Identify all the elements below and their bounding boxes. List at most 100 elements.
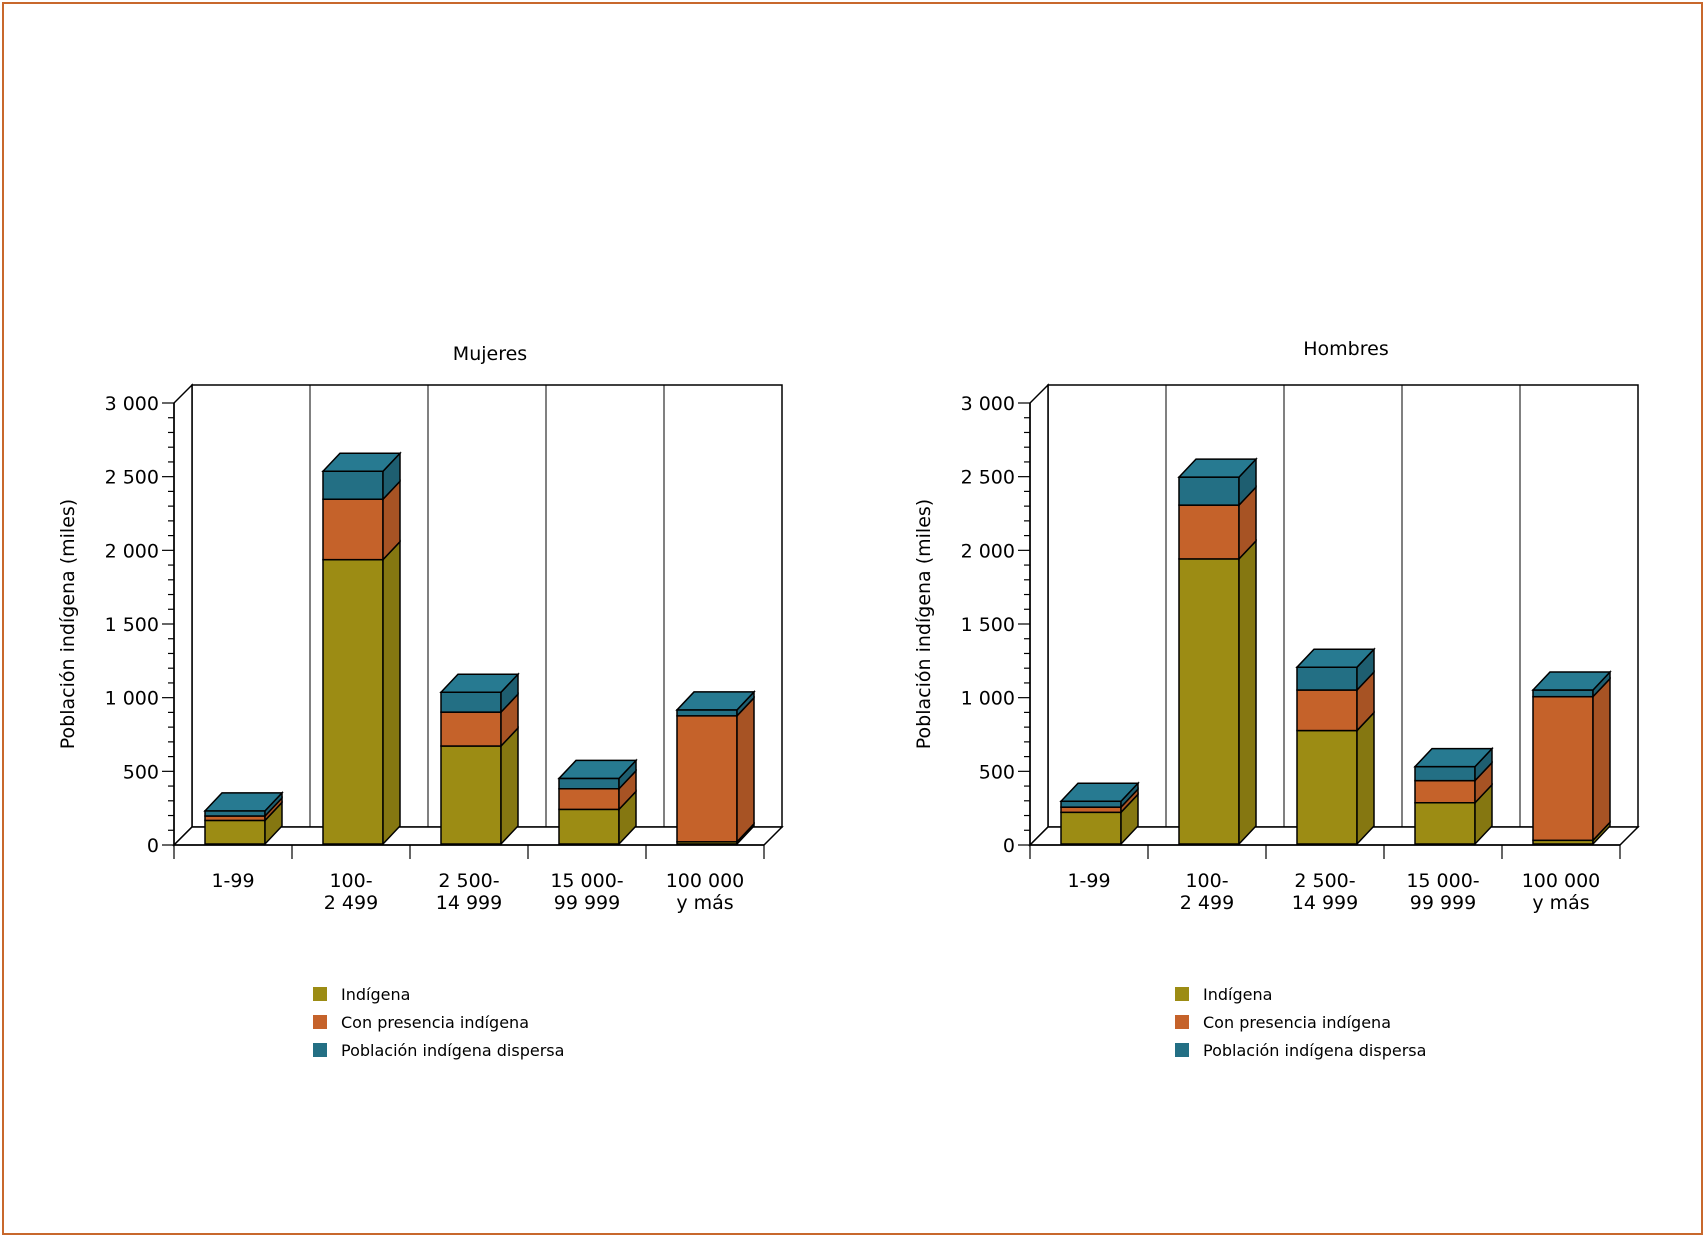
y-tick-label: 500: [979, 761, 1015, 783]
bar-segment: [1178, 504, 1240, 560]
legend-label: Indígena: [1203, 985, 1272, 1004]
bar-top: [321, 452, 402, 472]
bar-segment: [440, 691, 502, 713]
x-tick-label: 100 000 y más: [1522, 870, 1601, 914]
bar-segment: [558, 788, 620, 811]
x-tick-label: 100 000 y más: [666, 870, 745, 914]
y-tick-label: 500: [123, 761, 159, 783]
y-axis-label: Población indígena (miles): [913, 499, 935, 749]
bar-segment: [1414, 801, 1476, 845]
side-wall: [1029, 383, 1049, 847]
bar-segment: [676, 715, 738, 843]
legend-swatch: [313, 987, 327, 1001]
x-tick-label: 1-99: [211, 870, 254, 892]
bar-segment: [440, 745, 502, 845]
bar-segment-side: [736, 695, 755, 844]
bar-top: [1295, 648, 1376, 668]
x-tick-label: 100-2 499: [324, 870, 378, 914]
y-tick-label: 2 000: [961, 540, 1015, 562]
bar-segment: [1414, 779, 1476, 804]
bar-segment: [204, 810, 266, 817]
x-tick-label-line: 14 999: [1292, 892, 1358, 914]
side-wall: [173, 383, 193, 847]
x-tick-label-line: 99 999: [1410, 892, 1476, 914]
legend-swatch: [1175, 1043, 1189, 1057]
x-tick-label: 1-99: [1067, 870, 1110, 892]
bar-segment: [322, 498, 384, 561]
y-tick-label: 3 000: [105, 393, 159, 415]
y-tick-label: 2 500: [105, 467, 159, 489]
legend-label: Con presencia indígena: [341, 1013, 529, 1032]
bar-segment-side: [1356, 710, 1375, 846]
bar-segment: [1296, 666, 1358, 691]
x-tick-label-line: 2 499: [324, 892, 378, 914]
x-tick-label-line: 15 000-: [1406, 870, 1479, 892]
bar-segment-side: [1238, 539, 1257, 846]
bar-segment: [558, 808, 620, 845]
x-tick-label-line: 15 000-: [550, 870, 623, 892]
y-tick-label: 2 500: [961, 467, 1015, 489]
bar-segment: [1296, 689, 1358, 732]
legend-swatch: [1175, 1015, 1189, 1029]
x-tick-label: 15 000-99 999: [1406, 870, 1479, 914]
x-tick-label-line: 100-: [329, 870, 372, 892]
y-tick-label: 3 000: [961, 393, 1015, 415]
bar-top: [675, 691, 756, 711]
bar-top: [557, 759, 638, 780]
y-tick-label: 1 500: [961, 614, 1015, 636]
y-tick-label: 0: [1003, 835, 1015, 857]
bar-top: [1177, 458, 1258, 478]
bar-top: [203, 792, 284, 812]
bar-segment: [1296, 729, 1358, 845]
legend-swatch: [313, 1015, 327, 1029]
bar-segment: [1178, 558, 1240, 845]
bar-segment: [322, 470, 384, 500]
x-tick-label: 100-2 499: [1180, 870, 1234, 914]
bar-segment: [558, 777, 620, 790]
chart-mujeres: Mujeres Población indígena (miles) 0 500 1 0…: [57, 343, 784, 1060]
chart-title: Hombres: [1303, 338, 1388, 360]
legend-label: Población indígena dispersa: [341, 1041, 564, 1060]
y-tick-label: 0: [147, 835, 159, 857]
chart-hombres: Hombres Población indígena (miles) 0 500 1 0…: [913, 338, 1640, 1060]
bar-top: [1531, 671, 1612, 691]
x-tick-label-line: y más: [676, 892, 733, 914]
x-tick-label-line: 1-99: [1067, 870, 1110, 892]
bar-segment: [676, 709, 738, 717]
bar-segment-side: [1592, 676, 1611, 843]
x-tick-label: 2 500-14 999: [1292, 870, 1358, 914]
legend-swatch: [313, 1043, 327, 1057]
x-tick-label-line: 2 500-: [438, 870, 499, 892]
bar-segment: [440, 711, 502, 747]
x-tick-label-line: 99 999: [554, 892, 620, 914]
bar-segment-side: [500, 726, 519, 846]
bar-segment: [1178, 476, 1240, 506]
x-tick-label-line: y más: [1532, 892, 1589, 914]
x-tick-label: 15 000-99 999: [550, 870, 623, 914]
y-tick-label: 1 000: [105, 688, 159, 710]
legend-label: Indígena: [341, 985, 410, 1004]
x-tick-label-line: 100 000: [1522, 870, 1601, 892]
x-tick-label-line: 2 500-: [1294, 870, 1355, 892]
bar-segment: [204, 819, 266, 845]
x-tick-label-line: 100 000: [666, 870, 745, 892]
x-tick-label-line: 14 999: [436, 892, 502, 914]
bar-segment: [1060, 806, 1122, 814]
legend-label: Con presencia indígena: [1203, 1013, 1391, 1032]
y-tick-label: 1 000: [961, 688, 1015, 710]
x-tick-label-line: 2 499: [1180, 892, 1234, 914]
bar-segment: [1414, 765, 1476, 782]
y-axis-label: Población indígena (miles): [57, 499, 79, 749]
y-tick-label: 2 000: [105, 540, 159, 562]
legend-swatch: [1175, 987, 1189, 1001]
bar-segment: [322, 558, 384, 845]
bar-segment: [1060, 811, 1122, 845]
bar-top: [439, 673, 520, 693]
legend-label: Población indígena dispersa: [1203, 1041, 1426, 1060]
chart-title: Mujeres: [453, 343, 527, 365]
bar-top: [1413, 747, 1494, 768]
bar-segment: [1532, 695, 1594, 842]
x-tick-label-line: 1-99: [211, 870, 254, 892]
